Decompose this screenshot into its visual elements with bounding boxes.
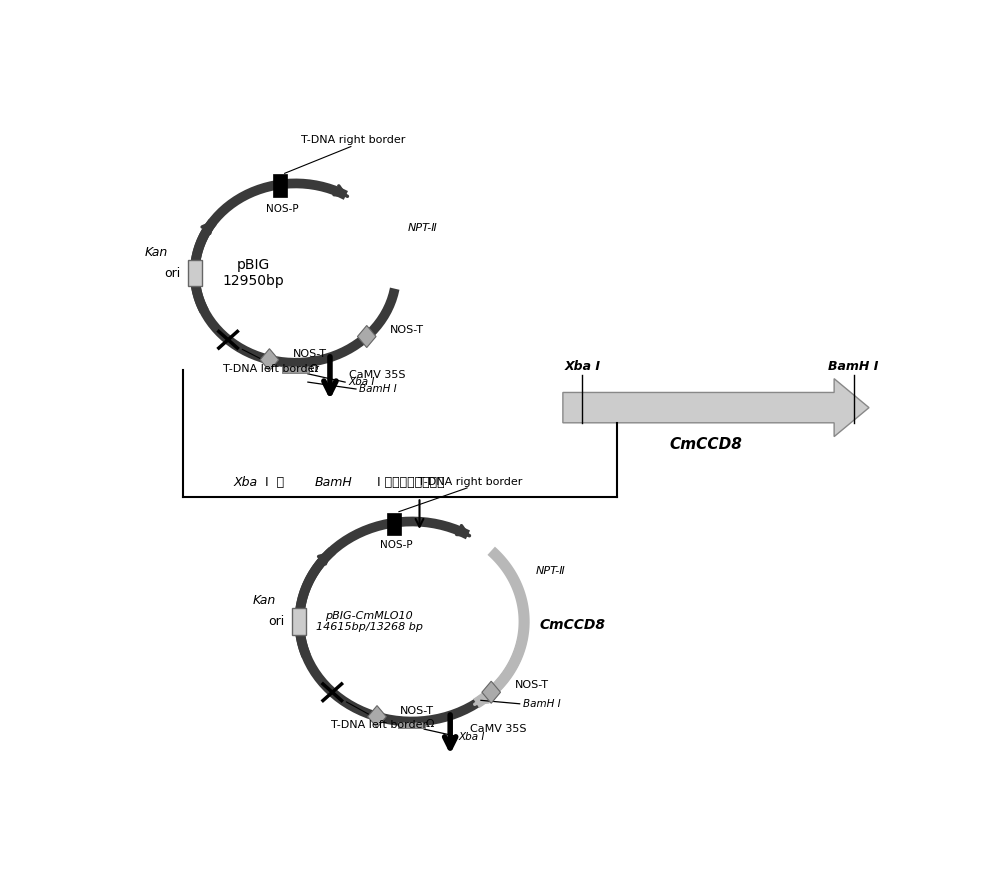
Text: BamH I: BamH I <box>359 384 397 394</box>
Text: NOS-P: NOS-P <box>266 204 298 214</box>
Text: NOS-T: NOS-T <box>293 349 327 359</box>
Text: BamH I: BamH I <box>523 699 560 709</box>
Polygon shape <box>482 681 501 703</box>
Bar <box>387 513 401 536</box>
Text: T-DNA right border: T-DNA right border <box>418 477 522 487</box>
Text: CaMV 35S: CaMV 35S <box>470 724 526 735</box>
Text: Kan: Kan <box>144 246 168 259</box>
Polygon shape <box>260 349 279 371</box>
Text: T-DNA right border: T-DNA right border <box>301 135 406 145</box>
Text: Xba I: Xba I <box>564 360 600 373</box>
Bar <box>292 608 306 634</box>
Text: NOS-T: NOS-T <box>400 706 434 716</box>
Text: pBIG
12950bp: pBIG 12950bp <box>222 258 284 289</box>
Text: T-DNA left border: T-DNA left border <box>331 719 427 730</box>
Text: Kan: Kan <box>253 594 276 607</box>
Bar <box>282 366 309 373</box>
Text: NOS-T: NOS-T <box>390 324 424 334</box>
Bar <box>398 721 425 728</box>
Text: Ω: Ω <box>426 719 434 729</box>
Bar <box>273 175 287 197</box>
Text: Xba I: Xba I <box>348 377 375 387</box>
Bar <box>188 260 202 286</box>
Text: ori: ori <box>164 267 180 280</box>
Text: pBIG-CmMLO10
14615bp/13268 bp: pBIG-CmMLO10 14615bp/13268 bp <box>316 611 423 633</box>
Text: BamH I: BamH I <box>828 360 879 373</box>
Text: T-DNA left border: T-DNA left border <box>223 364 319 374</box>
Text: NPT-Ⅱ: NPT-Ⅱ <box>408 223 438 233</box>
Text: Xba: Xba <box>234 476 258 489</box>
Text: CaMV 35S: CaMV 35S <box>349 370 406 380</box>
Text: NOS-P: NOS-P <box>380 540 412 550</box>
Text: NOS-T: NOS-T <box>514 680 548 690</box>
Text: ori: ori <box>268 615 285 628</box>
Text: I  与: I 与 <box>261 476 288 489</box>
Text: I 双酶切，连接转化: I 双酶切，连接转化 <box>373 476 445 489</box>
Text: Ω: Ω <box>309 364 318 374</box>
Text: NPT-Ⅱ: NPT-Ⅱ <box>536 566 566 576</box>
Polygon shape <box>368 706 386 728</box>
Text: BamH: BamH <box>315 476 353 489</box>
Text: CmCCD8: CmCCD8 <box>670 437 743 452</box>
Polygon shape <box>563 379 869 436</box>
Polygon shape <box>357 325 376 348</box>
Text: CmCCD8: CmCCD8 <box>540 618 606 632</box>
Text: Xba I: Xba I <box>458 732 485 743</box>
